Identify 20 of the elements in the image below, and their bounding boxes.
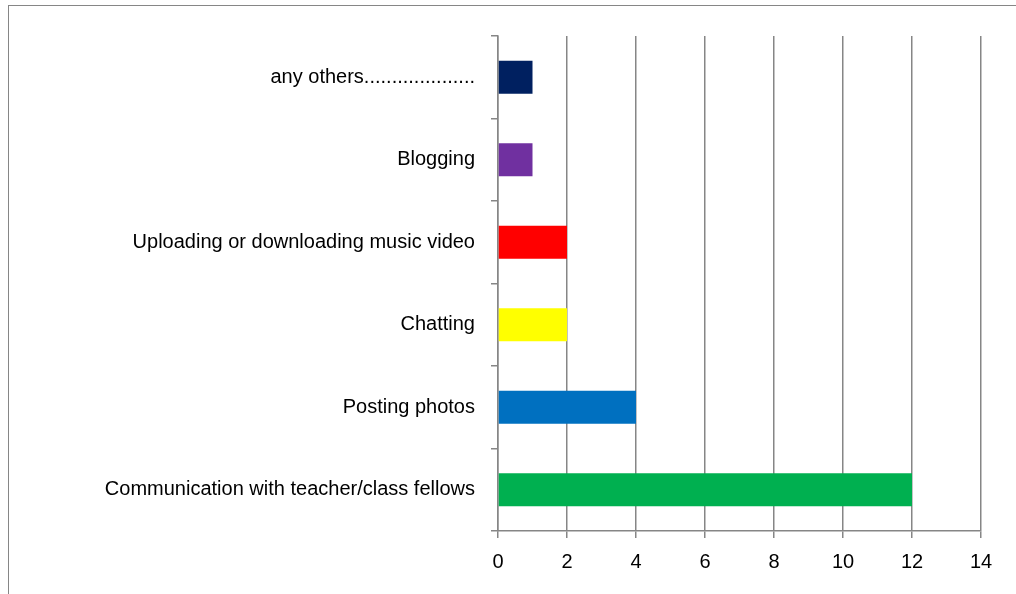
x-tick-label: 4 (630, 549, 642, 572)
x-tick-label: 6 (699, 549, 711, 572)
x-tick-label: 12 (900, 549, 924, 572)
y-tick-label: Uploading or downloading music video (132, 229, 475, 252)
x-tick-label: 2 (561, 549, 573, 572)
bar (498, 308, 567, 342)
bar (498, 225, 567, 259)
y-tick-label: any others.................... (270, 64, 475, 87)
y-tick-label: Posting photos (342, 394, 475, 417)
bar (498, 143, 533, 177)
y-tick-label: Chatting (400, 312, 475, 335)
bar (498, 60, 533, 94)
y-tick-label: Communication with teacher/class fellows (104, 477, 475, 500)
x-tick-label: 0 (492, 549, 504, 572)
bar (498, 473, 912, 507)
bar (498, 390, 636, 424)
y-tick-label: Blogging (397, 147, 475, 170)
x-tick-label: 14 (969, 549, 993, 572)
x-tick-label: 8 (768, 549, 780, 572)
x-tick-label: 10 (831, 549, 855, 572)
